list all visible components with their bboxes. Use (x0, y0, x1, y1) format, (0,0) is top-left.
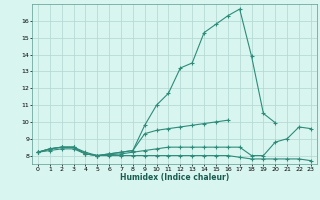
X-axis label: Humidex (Indice chaleur): Humidex (Indice chaleur) (120, 173, 229, 182)
